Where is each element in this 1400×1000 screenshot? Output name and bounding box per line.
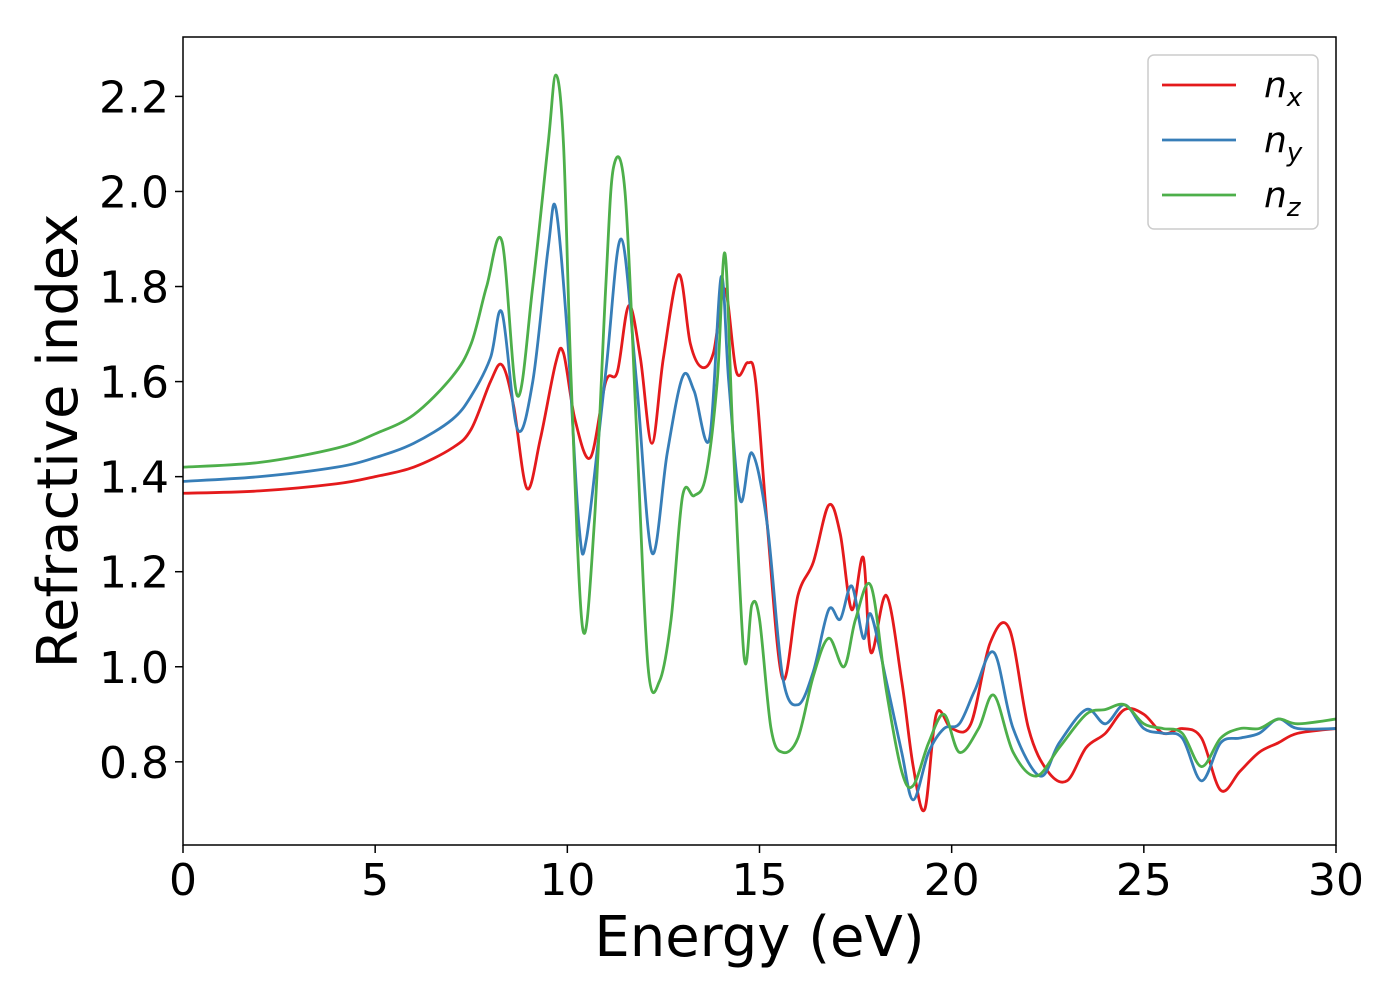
x-tick-label: 10 — [539, 855, 595, 906]
legend-label-ny: ny — [1264, 120, 1303, 168]
x-tick-label: 30 — [1308, 855, 1364, 906]
y-tick-label: 1.4 — [99, 453, 169, 504]
y-axis-ticks: 0.8 1.0 1.2 1.4 1.6 1.8 2.0 2.2 — [99, 72, 183, 789]
y-tick-label: 1.0 — [99, 643, 169, 694]
x-tick-label: 0 — [169, 855, 197, 906]
x-tick-label: 20 — [924, 855, 980, 906]
y-tick-label: 1.8 — [99, 263, 169, 314]
x-axis-label: Energy (eV) — [594, 905, 924, 970]
legend-label-nz: nz — [1264, 175, 1302, 223]
y-tick-label: 1.6 — [99, 358, 169, 409]
x-tick-label: 25 — [1116, 855, 1172, 906]
series-line-nz — [183, 73, 1336, 789]
x-tick-label: 15 — [732, 855, 788, 906]
legend-box — [1147, 54, 1319, 230]
x-tick-label: 5 — [361, 855, 389, 906]
y-axis-label: Refractive index — [26, 214, 91, 669]
series-line-nx — [183, 273, 1336, 813]
y-tick-label: 2.2 — [99, 72, 169, 123]
series-layer — [183, 73, 1336, 813]
legend-label-nx: nx — [1264, 65, 1303, 113]
legend: nx ny nz — [1147, 54, 1319, 230]
series-line-ny — [183, 202, 1336, 802]
y-tick-label: 0.8 — [99, 738, 169, 789]
y-tick-label: 1.2 — [99, 548, 169, 599]
x-axis-ticks: 0 5 10 15 20 25 30 — [169, 845, 1364, 906]
y-tick-label: 2.0 — [99, 167, 169, 218]
